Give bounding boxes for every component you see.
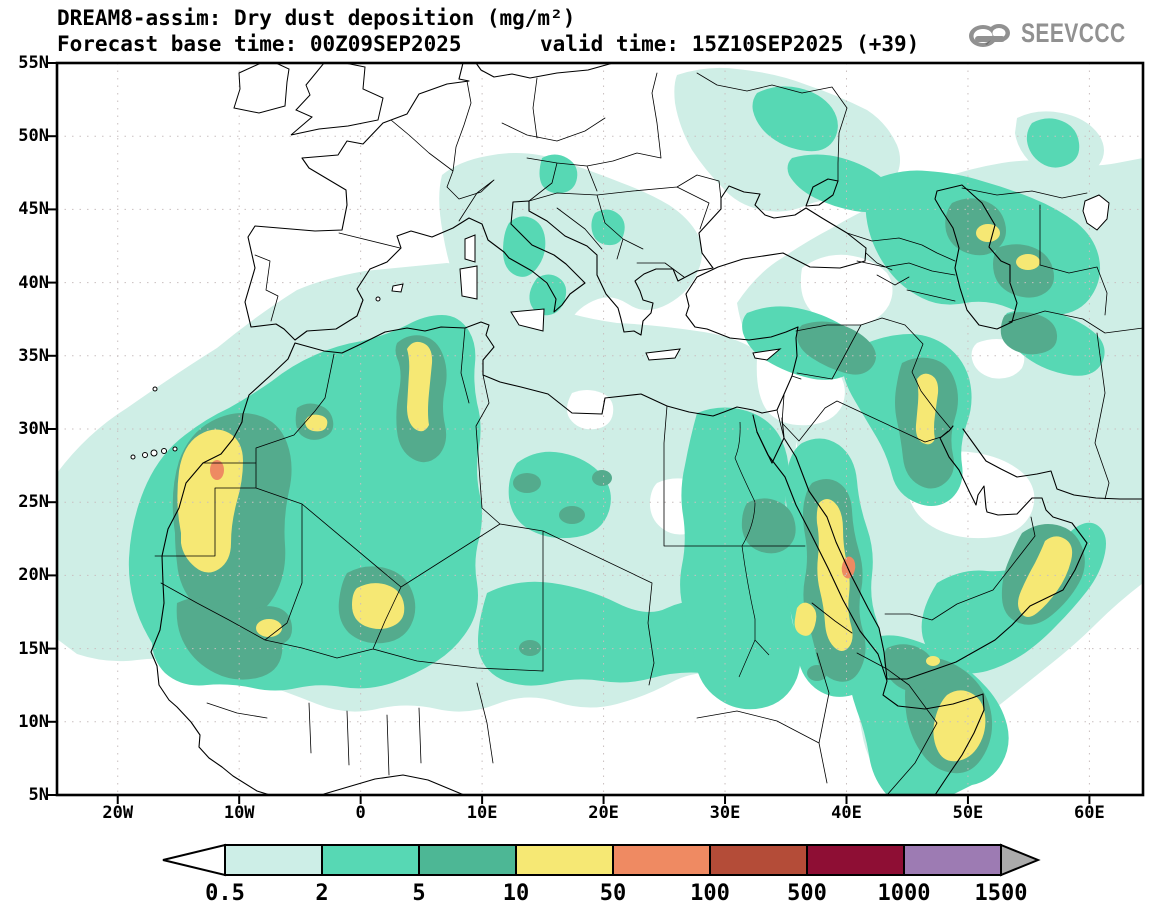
lat-tick-label: 25N xyxy=(18,492,49,513)
lat-tick-label: 35N xyxy=(18,345,49,366)
country-borders xyxy=(154,72,1143,795)
lat-tick-label: 55N xyxy=(18,53,49,73)
lon-tick-label: 30E xyxy=(709,803,741,823)
colorbar-level-label: 100 xyxy=(690,881,730,906)
lat-tick-label: 10N xyxy=(18,711,49,732)
colorbar-over-arrow xyxy=(1000,843,1041,877)
page-title: DREAM8-assim: Dry dust deposition (mg/m²… xyxy=(57,6,576,30)
lat-tick-label: 20N xyxy=(18,565,49,586)
coastlines xyxy=(130,63,1143,795)
lon-tick-label: 10W xyxy=(223,803,255,823)
lat-tick-label: 50N xyxy=(18,126,49,147)
forecast-base-time: Forecast base time: 00Z09SEP2025 xyxy=(57,32,462,56)
colorbar-level-label: 500 xyxy=(787,881,827,906)
lat-tick-label: 15N xyxy=(18,638,49,659)
lon-tick-label: 0 xyxy=(355,803,366,823)
axis-ticks xyxy=(48,62,1091,804)
nile-river xyxy=(734,421,770,678)
lat-tick-label: 30N xyxy=(18,419,49,439)
lon-tick-label: 20E xyxy=(588,803,619,823)
colorbar-segment xyxy=(612,844,711,876)
colorbar-segment xyxy=(903,844,1002,876)
deposition-colorbar: 0.5 2 5 10 50 100 500 1000 1500 xyxy=(162,843,1041,906)
lon-tick-label: 40E xyxy=(831,803,862,823)
colorbar-segment xyxy=(224,844,323,876)
valid-time: valid time: 15Z10SEP2025 (+39) xyxy=(540,32,920,56)
map-frame xyxy=(55,61,1145,797)
lon-tick-label: 10E xyxy=(466,803,498,823)
colorbar-level-label: 1000 xyxy=(878,881,931,906)
colorbar-level-label: 2 xyxy=(315,881,328,906)
lat-tick-label: 5N xyxy=(28,785,49,805)
colorbar-segment xyxy=(709,844,808,876)
colorbar-under-arrow xyxy=(162,843,226,877)
colorbar-segment xyxy=(515,844,614,876)
colorbar-level-label: 5 xyxy=(412,881,425,906)
cloud-icon xyxy=(968,24,1010,47)
colorbar-segment xyxy=(806,844,905,876)
colorbar-segment xyxy=(321,844,420,876)
logo-text: SEEVCCC xyxy=(1020,17,1126,48)
lon-tick-label: 50E xyxy=(952,803,984,823)
colorbar-level-label: 10 xyxy=(503,881,530,906)
colorbar-level-label: 50 xyxy=(600,881,627,906)
lat-tick-label: 40N xyxy=(18,272,49,293)
seevccc-logo: SEEVCCC xyxy=(963,14,1155,52)
dust-layer-10-50 xyxy=(177,224,1073,762)
lon-tick-label: 20W xyxy=(102,803,134,823)
lon-tick-label: 60E xyxy=(1074,803,1105,823)
colorbar-level-label: 0.5 xyxy=(205,881,245,906)
colorbar-segment xyxy=(418,844,517,876)
colorbar-level-label: 1500 xyxy=(975,881,1028,906)
lat-tick-label: 45N xyxy=(18,199,49,220)
